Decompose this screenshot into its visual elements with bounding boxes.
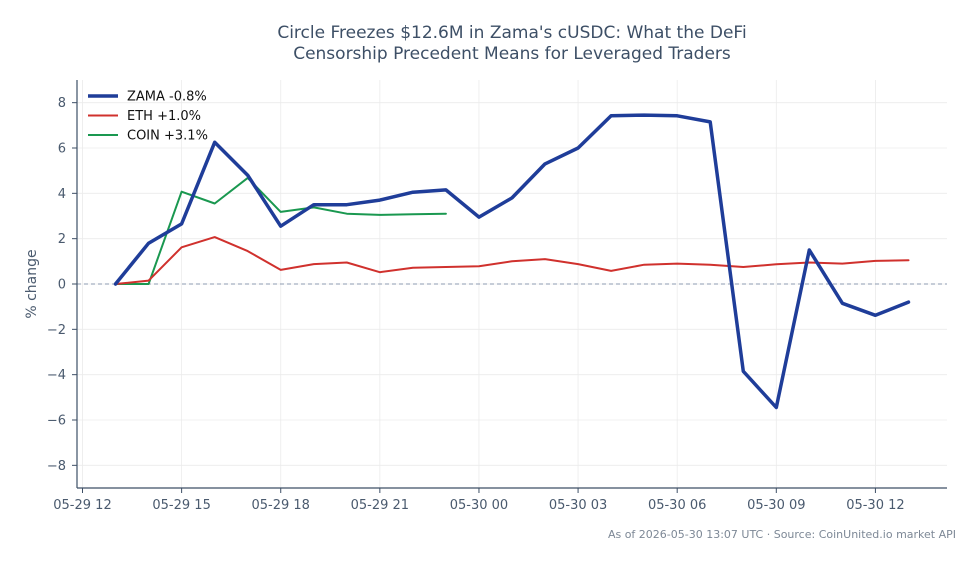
y-tick-label: 6: [58, 142, 66, 157]
y-ticks: 8 6 4 2 0 −2 −4 −6 −8: [47, 96, 77, 474]
series-line-0: [113, 113, 911, 410]
y-tick-label: −6: [47, 414, 66, 429]
x-tick-label: 05-30 03: [549, 498, 607, 513]
series-line-2: [114, 176, 447, 285]
x-tick-label: 05-29 15: [152, 498, 210, 513]
y-tick-label: 8: [58, 96, 66, 111]
legend: ZAMA -0.8% ETH +1.0% COIN +3.1%: [88, 90, 208, 144]
series-line-1: [114, 236, 910, 285]
legend-label-2: COIN +3.1%: [127, 129, 208, 144]
x-tick-label: 05-30 06: [648, 498, 706, 513]
x-ticks: 05-29 12 05-29 15 05-29 18 05-29 21 05-30 00…: [53, 488, 905, 513]
series-lines: [113, 113, 911, 410]
x-tick-label: 05-29 18: [252, 498, 310, 513]
x-tick-label: 05-30 00: [450, 498, 508, 513]
x-tick-label: 05-29 12: [53, 498, 111, 513]
chart-title-line-1: Circle Freezes $12.6M in Zama's cUSDC: W…: [277, 23, 746, 43]
x-tick-label: 05-30 12: [846, 498, 904, 513]
x-tick-label: 05-29 21: [351, 498, 409, 513]
y-tick-label: 0: [58, 278, 66, 293]
y-tick-label: 4: [58, 187, 66, 202]
y-tick-label: 2: [58, 232, 66, 247]
x-tick-label: 05-30 09: [747, 498, 805, 513]
y-tick-label: −8: [47, 459, 66, 474]
y-tick-label: −2: [47, 323, 66, 338]
legend-label-1: ETH +1.0%: [127, 109, 201, 124]
y-tick-label: −4: [47, 368, 66, 383]
chart-title-line-2: Censorship Precedent Means for Leveraged…: [293, 44, 731, 64]
legend-label-0: ZAMA -0.8%: [127, 90, 207, 105]
source-footer: As of 2026-05-30 13:07 UTC · Source: Coi…: [608, 528, 956, 541]
y-axis-label: % change: [24, 249, 40, 318]
